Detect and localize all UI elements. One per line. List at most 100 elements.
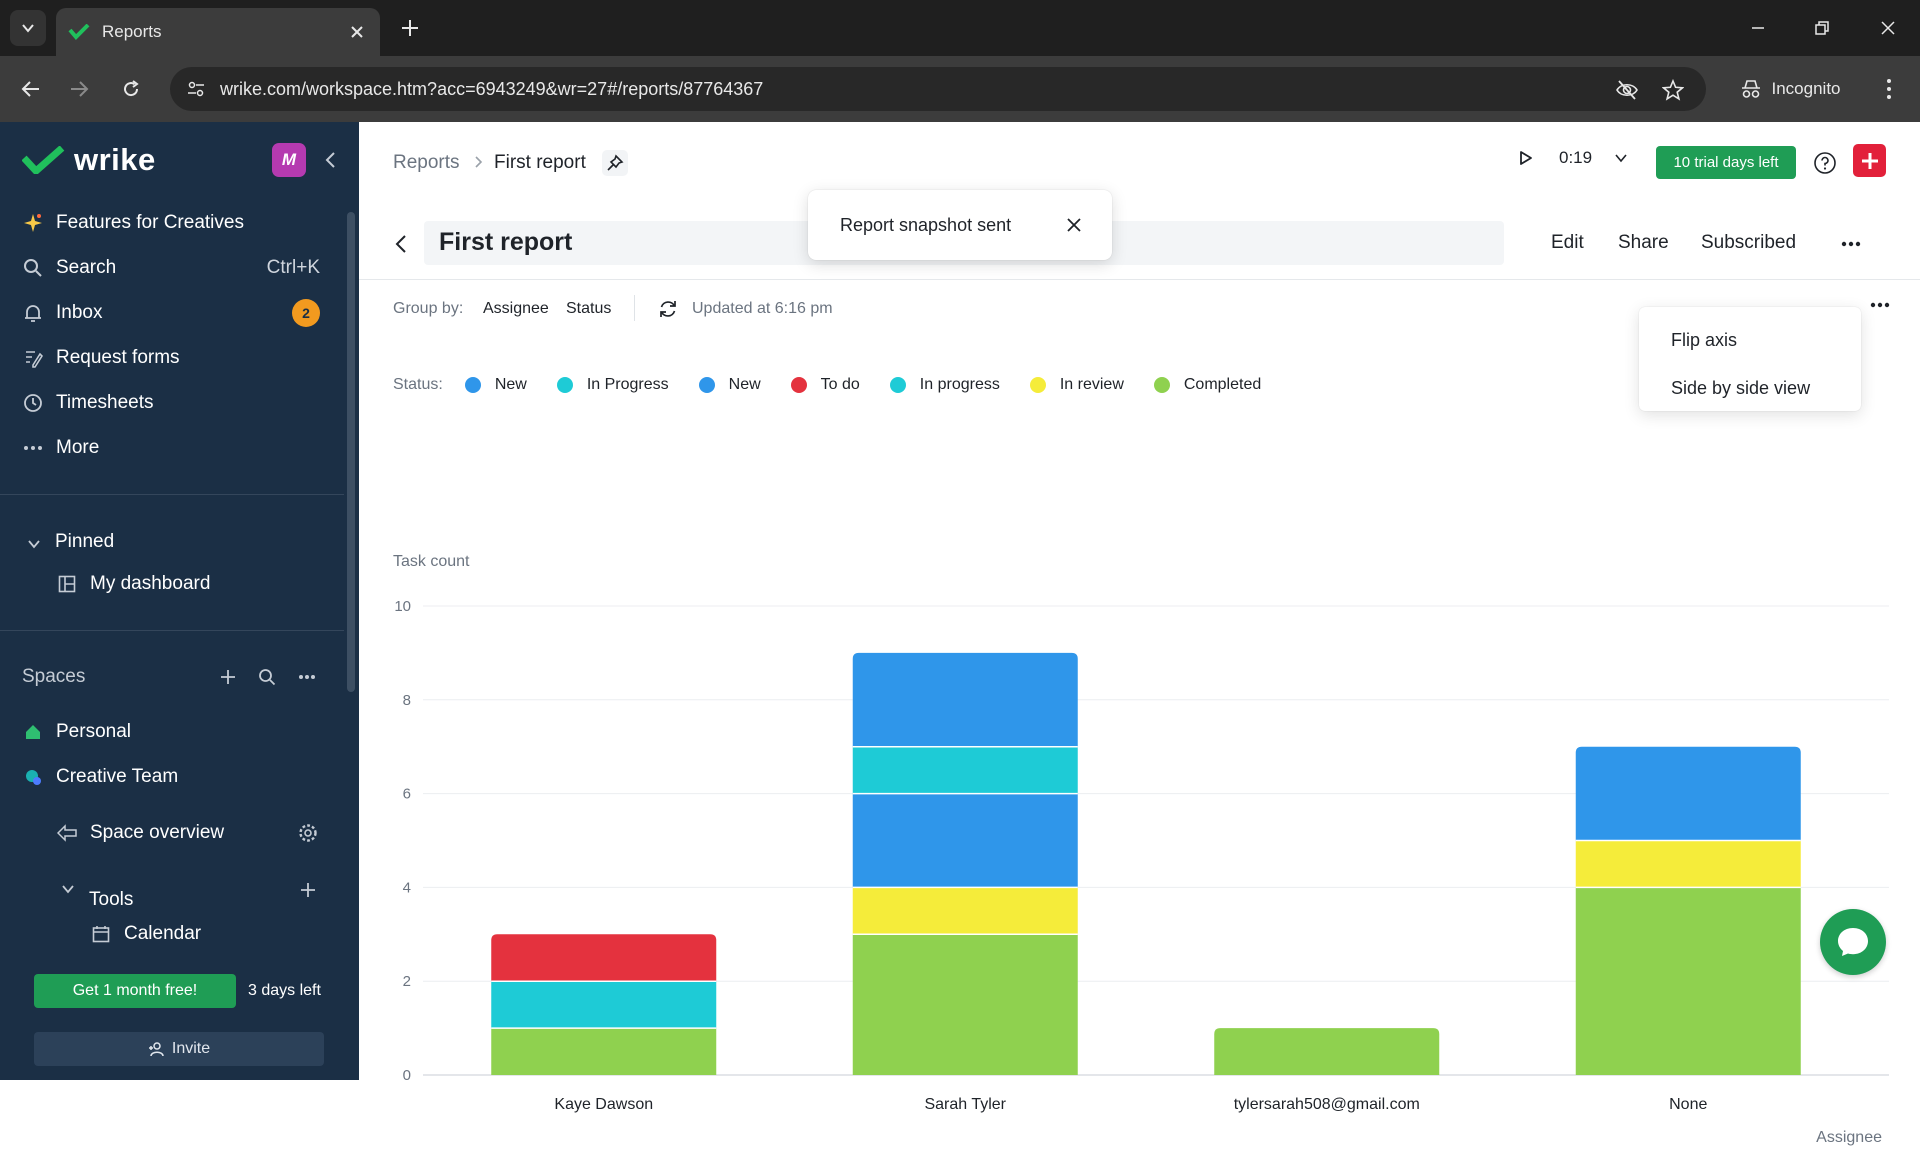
sidebar-item-label: Inbox bbox=[56, 302, 103, 323]
header-divider bbox=[359, 279, 1920, 280]
sidebar-item-request-forms[interactable]: Request forms bbox=[0, 338, 340, 378]
chevron-left-icon bbox=[395, 235, 406, 253]
sidebar-item-label: Calendar bbox=[124, 923, 202, 944]
breadcrumb-reports[interactable]: Reports bbox=[393, 152, 460, 173]
chevron-down-icon bbox=[22, 24, 34, 33]
new-tab-button[interactable] bbox=[396, 14, 424, 42]
bar-segment bbox=[852, 746, 1078, 794]
legend-dot bbox=[1029, 377, 1046, 393]
sidebar-divider bbox=[0, 494, 344, 495]
wrike-favicon-icon bbox=[68, 24, 90, 40]
legend-item[interactable]: Completed bbox=[1153, 376, 1261, 394]
sidebar-item-timesheets[interactable]: Timesheets bbox=[0, 383, 340, 423]
chart-options-menu: Flip axis Side by side view bbox=[1639, 307, 1861, 411]
y-tick-label: 6 bbox=[403, 786, 411, 803]
chevron-left-icon bbox=[325, 152, 335, 168]
legend-item[interactable]: In review bbox=[1029, 376, 1124, 394]
add-tool-icon[interactable] bbox=[296, 878, 320, 902]
sidebar-item-my-dashboard[interactable]: My dashboard bbox=[0, 564, 340, 604]
toast-close-icon[interactable] bbox=[1062, 213, 1086, 237]
flip-axis-option[interactable]: Flip axis bbox=[1671, 330, 1738, 350]
sidebar-item-space-overview[interactable]: Space overview bbox=[0, 813, 340, 853]
sidebar-item-personal[interactable]: Personal bbox=[0, 712, 340, 752]
legend-item[interactable]: In Progress bbox=[556, 376, 669, 394]
tools-collapse-icon[interactable] bbox=[56, 877, 80, 901]
timer-control[interactable]: 0:19 bbox=[1519, 148, 1628, 168]
updated-timestamp: Updated at 6:16 pm bbox=[692, 300, 833, 317]
space-settings-gear-icon[interactable] bbox=[296, 821, 320, 845]
bookmark-star-icon[interactable] bbox=[1660, 77, 1686, 103]
trial-days-left-text: 3 days left bbox=[248, 982, 321, 999]
wrike-check-icon bbox=[22, 146, 65, 174]
sidebar-item-label: Search bbox=[56, 257, 117, 278]
subscribed-button[interactable]: Subscribed bbox=[1701, 232, 1797, 253]
clock-icon bbox=[22, 392, 44, 414]
restore-button[interactable] bbox=[1808, 14, 1836, 42]
back-to-reports-button[interactable] bbox=[386, 230, 414, 258]
create-new-button[interactable] bbox=[1853, 144, 1886, 177]
legend-item[interactable]: In progress bbox=[889, 376, 1000, 394]
minimize-button[interactable] bbox=[1744, 14, 1772, 42]
wrike-logo[interactable]: wrike bbox=[22, 142, 156, 178]
close-icon bbox=[1881, 21, 1895, 35]
site-settings-icon[interactable] bbox=[184, 77, 208, 101]
back-button[interactable] bbox=[14, 72, 48, 106]
legend-item[interactable]: New bbox=[464, 376, 527, 394]
sidebar-item-inbox[interactable]: Inbox 2 bbox=[0, 293, 340, 333]
legend-item[interactable]: New bbox=[698, 376, 761, 394]
spaces-more-icon[interactable] bbox=[295, 665, 319, 689]
get-free-month-button[interactable]: Get 1 month free! bbox=[34, 974, 236, 1008]
reload-button[interactable] bbox=[114, 72, 148, 106]
sidebar-item-label: Creative Team bbox=[56, 766, 179, 787]
sidebar-item-more[interactable]: More bbox=[0, 428, 340, 468]
snapshot-toast: Report snapshot sent bbox=[808, 190, 1112, 260]
browser-menu-button[interactable] bbox=[1876, 76, 1902, 102]
x-tick-label: Kaye Dawson bbox=[554, 1096, 653, 1113]
trial-days-button[interactable]: 10 trial days left bbox=[1656, 146, 1796, 179]
address-bar[interactable]: wrike.com/workspace.htm?acc=6943249&wr=2… bbox=[170, 67, 1706, 111]
add-user-icon bbox=[148, 1042, 164, 1057]
chat-fab[interactable] bbox=[1820, 909, 1886, 975]
search-spaces-icon[interactable] bbox=[255, 665, 279, 689]
add-space-icon[interactable] bbox=[216, 665, 240, 689]
plus-icon bbox=[1861, 152, 1878, 169]
workspace-avatar[interactable]: M bbox=[272, 143, 306, 177]
sidebar-item-calendar[interactable]: Calendar bbox=[0, 914, 340, 954]
forward-button[interactable] bbox=[62, 72, 96, 106]
edit-button[interactable]: Edit bbox=[1551, 232, 1584, 253]
pin-button[interactable] bbox=[602, 150, 628, 176]
arrow-right-icon bbox=[71, 81, 89, 97]
tools-label[interactable]: Tools bbox=[89, 889, 134, 910]
pinned-section-label[interactable]: Pinned bbox=[55, 531, 115, 552]
sidebar-item-features[interactable]: Features for Creatives bbox=[0, 203, 340, 243]
pinned-collapse-icon[interactable] bbox=[22, 532, 46, 556]
group-by-assignee[interactable]: Assignee bbox=[483, 300, 549, 317]
eye-off-icon[interactable] bbox=[1614, 77, 1640, 103]
collapse-sidebar-button[interactable] bbox=[318, 148, 342, 172]
chat-bubble-icon bbox=[1838, 928, 1868, 956]
vertical-dots-icon bbox=[1887, 79, 1891, 99]
help-button[interactable] bbox=[1812, 150, 1838, 176]
refresh-icon[interactable] bbox=[657, 298, 679, 320]
legend-dot bbox=[698, 377, 715, 393]
legend-items: New In Progress New To do In progress In revi… bbox=[464, 376, 1291, 394]
close-window-button[interactable] bbox=[1874, 14, 1902, 42]
play-icon bbox=[1520, 151, 1532, 165]
sidebar-item-creative-team[interactable]: Creative Team bbox=[0, 757, 340, 797]
tab-close-icon[interactable] bbox=[346, 21, 368, 43]
report-more-button[interactable] bbox=[1838, 234, 1864, 254]
invite-button[interactable]: Invite bbox=[34, 1032, 324, 1066]
legend-item[interactable]: To do bbox=[790, 376, 860, 394]
share-button[interactable]: Share bbox=[1618, 232, 1669, 253]
sparkle-icon bbox=[22, 212, 44, 234]
tab-search-button[interactable] bbox=[10, 10, 46, 46]
arrow-left-icon bbox=[21, 81, 39, 97]
sidebar-scrollbar[interactable] bbox=[347, 212, 355, 692]
incognito-indicator[interactable]: Incognito bbox=[1720, 67, 1860, 111]
side-by-side-option[interactable]: Side by side view bbox=[1671, 378, 1811, 398]
report-title: First report bbox=[439, 228, 573, 256]
sidebar-item-search[interactable]: Search Ctrl+K bbox=[0, 248, 340, 288]
chart-more-button[interactable] bbox=[1867, 297, 1893, 313]
browser-tab-reports[interactable]: Reports bbox=[56, 8, 380, 56]
group-by-status[interactable]: Status bbox=[566, 300, 612, 317]
